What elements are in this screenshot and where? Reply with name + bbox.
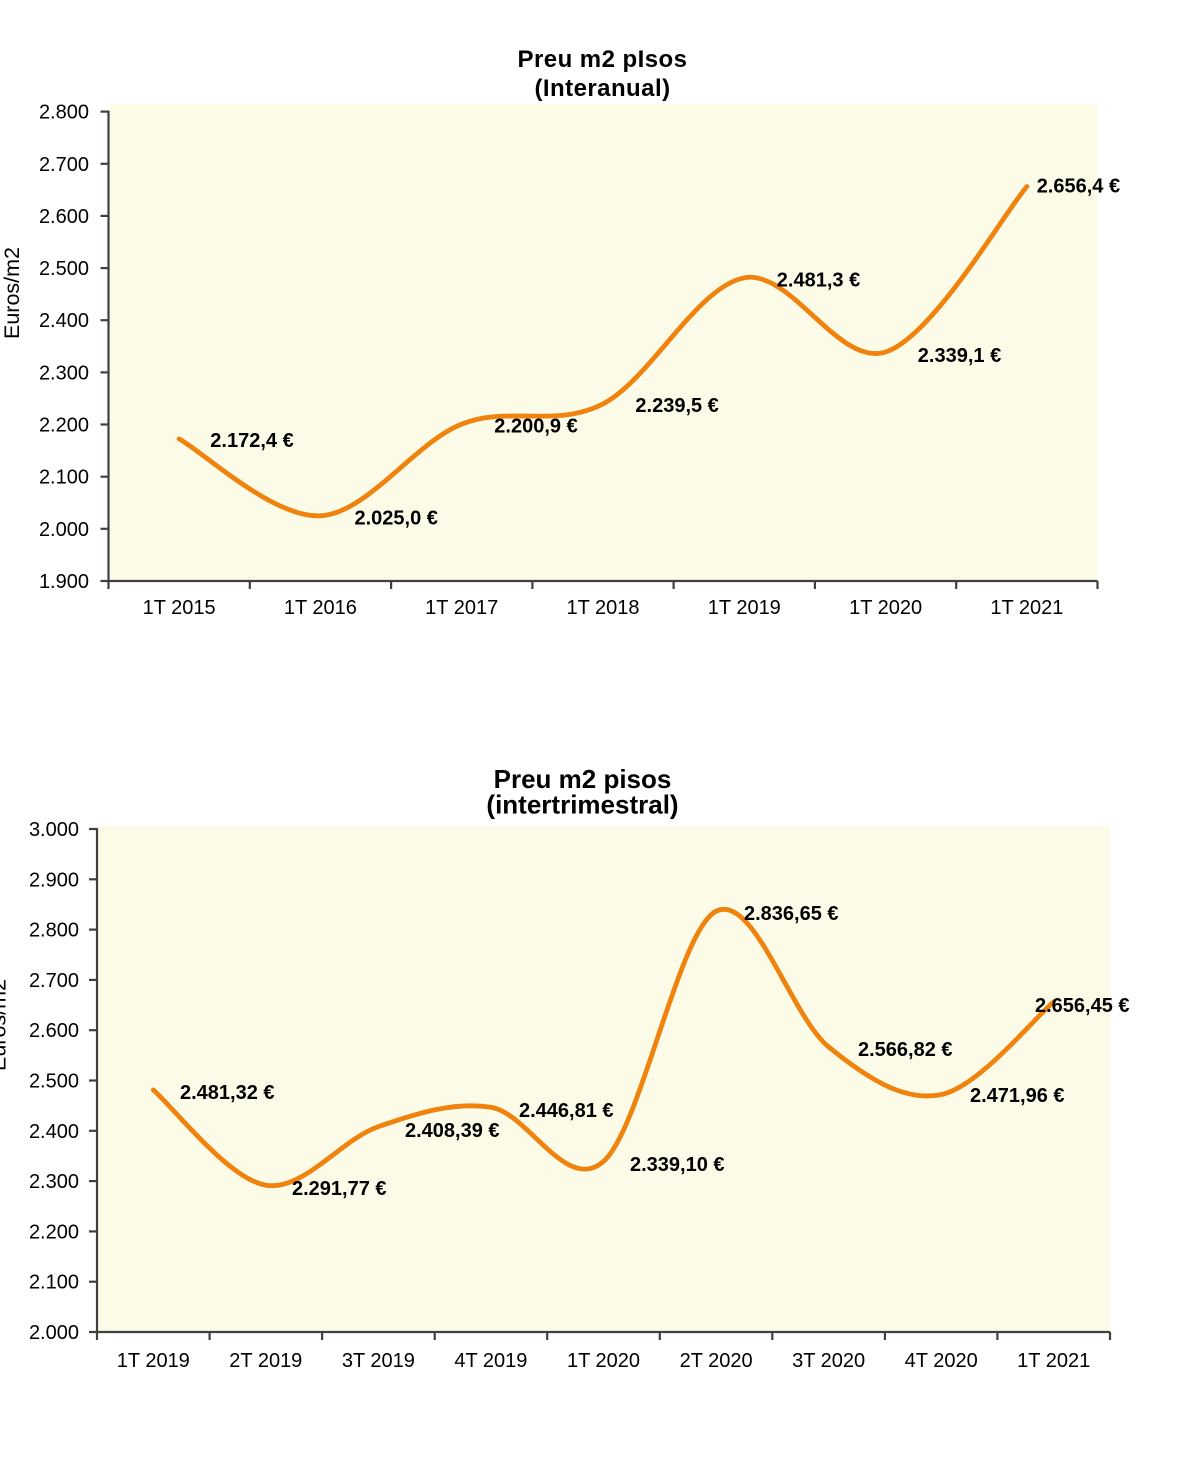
svg-text:2.100: 2.100 (29, 1272, 79, 1294)
svg-text:Euros/m2: Euros/m2 (0, 247, 24, 339)
svg-text:2.900: 2.900 (29, 869, 79, 891)
svg-text:2.600: 2.600 (39, 206, 89, 228)
svg-text:2.300: 2.300 (39, 362, 89, 384)
svg-text:2.656,45 €: 2.656,45 € (1035, 995, 1130, 1017)
svg-text:2.481,3 €: 2.481,3 € (777, 269, 860, 291)
svg-text:1T 2017: 1T 2017 (425, 597, 498, 619)
svg-text:(Interanual): (Interanual) (534, 75, 670, 102)
svg-text:2.400: 2.400 (39, 310, 89, 332)
svg-text:(intertrimestral): (intertrimestral) (486, 790, 678, 820)
svg-text:2.000: 2.000 (39, 519, 89, 541)
svg-text:2.800: 2.800 (29, 920, 79, 942)
svg-text:1T 2018: 1T 2018 (566, 597, 639, 619)
svg-text:3.000: 3.000 (29, 819, 79, 841)
svg-text:1.900: 1.900 (39, 571, 89, 593)
svg-text:2.200,9 €: 2.200,9 € (494, 416, 577, 438)
svg-text:2.339,10 €: 2.339,10 € (630, 1154, 725, 1176)
svg-text:2.200: 2.200 (29, 1221, 79, 1243)
svg-text:2.600: 2.600 (29, 1020, 79, 1042)
svg-text:2.500: 2.500 (39, 258, 89, 280)
svg-text:2.408,39 €: 2.408,39 € (405, 1120, 500, 1142)
svg-text:2.446,81 €: 2.446,81 € (519, 1100, 614, 1122)
svg-text:2.339,1 €: 2.339,1 € (918, 345, 1001, 367)
svg-text:1T 2021: 1T 2021 (990, 597, 1063, 619)
svg-text:2.800: 2.800 (39, 102, 89, 124)
svg-text:2.471,96 €: 2.471,96 € (970, 1085, 1065, 1107)
svg-text:2.836,65 €: 2.836,65 € (744, 903, 839, 925)
svg-text:2.700: 2.700 (29, 970, 79, 992)
svg-text:2.400: 2.400 (29, 1121, 79, 1143)
svg-text:3T 2020: 3T 2020 (792, 1350, 865, 1372)
svg-text:2.100: 2.100 (39, 467, 89, 489)
svg-text:1T 2019: 1T 2019 (117, 1350, 190, 1372)
svg-text:2.500: 2.500 (29, 1071, 79, 1093)
svg-text:Euros/m2: Euros/m2 (0, 979, 11, 1071)
svg-text:2.566,82 €: 2.566,82 € (858, 1039, 953, 1061)
svg-text:2.172,4 €: 2.172,4 € (210, 430, 293, 452)
svg-text:2.000: 2.000 (29, 1322, 79, 1344)
svg-text:2T 2020: 2T 2020 (680, 1350, 753, 1372)
svg-text:Preu m2 pisos: Preu m2 pisos (494, 764, 672, 794)
svg-text:1T 2016: 1T 2016 (284, 597, 357, 619)
svg-text:2.239,5 €: 2.239,5 € (635, 395, 718, 417)
svg-text:4T 2019: 4T 2019 (454, 1350, 527, 1372)
svg-text:1T 2020: 1T 2020 (849, 597, 922, 619)
svg-text:1T 2021: 1T 2021 (1017, 1350, 1090, 1372)
svg-text:1T 2019: 1T 2019 (708, 597, 781, 619)
svg-text:2.656,4 €: 2.656,4 € (1037, 175, 1120, 197)
svg-text:2.481,32 €: 2.481,32 € (180, 1082, 275, 1104)
svg-text:1T 2020: 1T 2020 (567, 1350, 640, 1372)
svg-text:2.200: 2.200 (39, 415, 89, 437)
svg-text:2.300: 2.300 (29, 1171, 79, 1193)
svg-text:2.291,77 €: 2.291,77 € (292, 1178, 387, 1200)
svg-text:Preu m2 pIsos: Preu m2 pIsos (518, 46, 688, 73)
svg-text:1T 2015: 1T 2015 (143, 597, 216, 619)
svg-text:2T 2019: 2T 2019 (229, 1350, 302, 1372)
svg-text:4T 2020: 4T 2020 (905, 1350, 978, 1372)
svg-text:2.025,0 €: 2.025,0 € (355, 508, 438, 530)
svg-text:3T 2019: 3T 2019 (342, 1350, 415, 1372)
svg-text:2.700: 2.700 (39, 154, 89, 176)
